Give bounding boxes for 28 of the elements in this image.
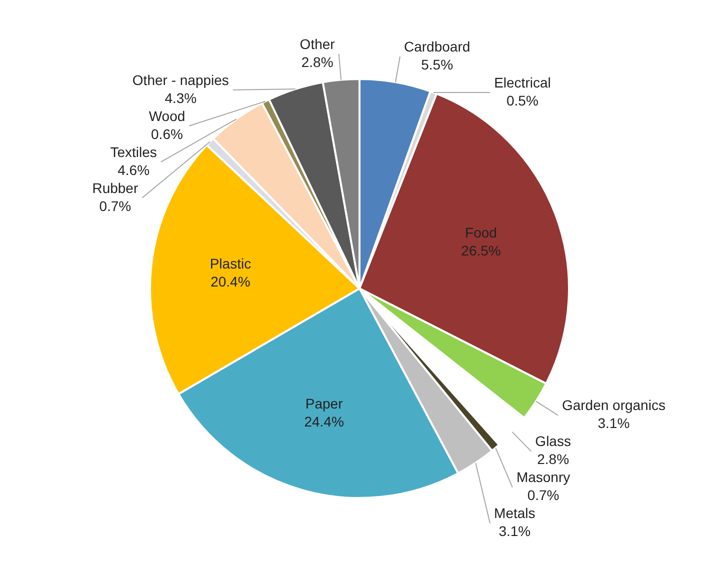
- slice-label: Rubber: [92, 180, 138, 196]
- data-label: 0.7%: [527, 487, 560, 504]
- data-label: 24.4%: [304, 413, 344, 430]
- data-label: 5.5%: [421, 56, 454, 72]
- data-label: 0.5%: [506, 92, 538, 108]
- slice-label: Garden organics: [562, 397, 666, 414]
- slice-label: Metals: [494, 505, 536, 522]
- slice-label: Cardboard: [404, 38, 470, 54]
- data-label: 4.3%: [164, 90, 197, 106]
- slice-label: Textiles: [110, 144, 157, 160]
- slice-label: Masonry: [516, 469, 570, 486]
- data-label: 20.4%: [210, 274, 250, 290]
- slice-label: Wood: [148, 108, 186, 124]
- slice-label: Paper: [305, 395, 344, 412]
- slice-label: Other: [300, 36, 336, 52]
- slice-label: Plastic: [210, 256, 252, 272]
- slice-label: Glass: [535, 433, 571, 450]
- slice-label: Food: [465, 224, 497, 240]
- data-label: 3.1%: [598, 415, 630, 432]
- data-label: 26.5%: [461, 242, 501, 258]
- data-label: 2.8%: [537, 451, 570, 468]
- data-label: 0.6%: [151, 126, 183, 142]
- data-label: 3.1%: [498, 523, 531, 540]
- slice-label: Electrical: [494, 74, 551, 90]
- data-label: 4.6%: [118, 162, 150, 178]
- slice-label: Other - nappies: [132, 72, 229, 88]
- data-label: 0.7%: [99, 198, 132, 214]
- data-label: 2.8%: [301, 54, 334, 70]
